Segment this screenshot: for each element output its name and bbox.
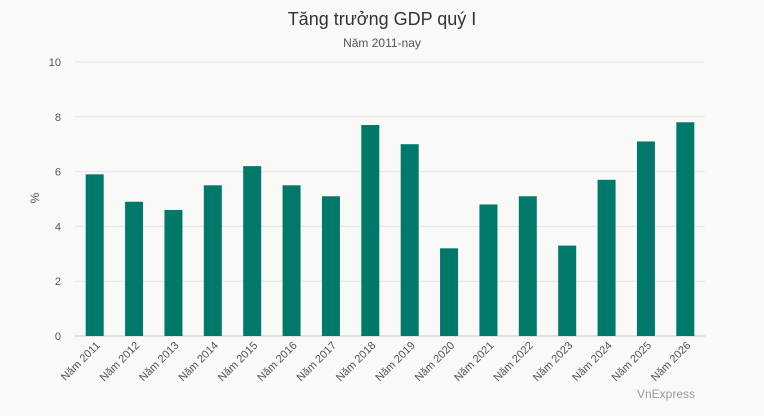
x-tick-label: Năm 2017: [295, 340, 339, 384]
bar[interactable]: [361, 125, 380, 337]
x-tick-label: Năm 2016: [255, 340, 299, 384]
x-tick-label: Năm 2020: [413, 340, 457, 384]
x-tick-label: Năm 2019: [373, 340, 417, 384]
x-tick-label: Năm 2011: [59, 340, 103, 384]
x-tick-label: Năm 2023: [531, 340, 575, 384]
bar[interactable]: [125, 201, 144, 336]
x-tick-label: Năm 2021: [452, 340, 496, 384]
bar[interactable]: [440, 248, 459, 336]
bar[interactable]: [597, 179, 616, 336]
y-tick-label: 10: [49, 57, 61, 69]
y-tick-label: 6: [55, 167, 61, 179]
y-tick-label: 0: [55, 331, 61, 343]
x-tick-label: Năm 2018: [334, 340, 378, 384]
x-tick-label: Năm 2013: [137, 340, 181, 384]
bar[interactable]: [676, 122, 695, 336]
bar[interactable]: [636, 141, 655, 336]
chart-title: Tăng trưởng GDP quý I: [287, 9, 477, 29]
bar[interactable]: [203, 185, 222, 336]
bar[interactable]: [400, 144, 419, 336]
chart-subtitle: Năm 2011-nay: [343, 36, 421, 50]
y-tick-label: 2: [55, 276, 61, 288]
x-tick-label: Năm 2026: [649, 340, 693, 384]
x-tick-label: Năm 2015: [216, 340, 260, 384]
y-tick-label: 4: [55, 221, 61, 233]
bar[interactable]: [282, 185, 301, 336]
x-tick-label: Năm 2014: [177, 340, 221, 384]
bar[interactable]: [164, 209, 183, 336]
x-tick-label: Năm 2024: [570, 340, 614, 384]
bar[interactable]: [479, 204, 498, 336]
x-tick-label: Năm 2025: [610, 340, 654, 384]
bar[interactable]: [321, 196, 340, 336]
y-tick-label: 8: [55, 112, 61, 124]
source-credit: VnExpress: [636, 387, 695, 401]
x-tick-label: Năm 2022: [492, 340, 536, 384]
bar[interactable]: [558, 245, 577, 336]
bar[interactable]: [85, 174, 104, 336]
bar[interactable]: [243, 166, 262, 336]
x-tick-label: Năm 2012: [98, 340, 142, 384]
bar[interactable]: [518, 196, 537, 336]
